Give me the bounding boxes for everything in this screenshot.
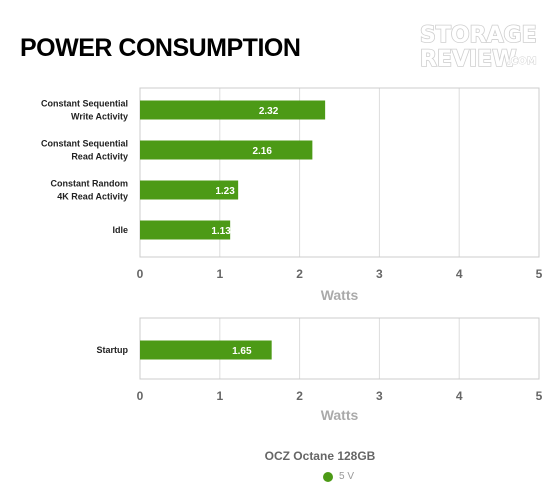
logo-suffix: .COM [507, 56, 537, 67]
legend-label: 5 V [339, 471, 355, 482]
bar-value-label: 1.65 [232, 346, 252, 357]
category-label: Idle [112, 225, 128, 235]
bar [140, 100, 326, 120]
bar [140, 180, 239, 200]
axis-title: Watts [321, 407, 359, 423]
tick-label: 0 [137, 389, 144, 403]
tick-label: 4 [456, 267, 463, 281]
storagereview-logo: STORAGE REVIEW .COM [419, 22, 537, 73]
axis-title: Watts [321, 287, 359, 303]
tick-label: 1 [216, 267, 223, 281]
tick-label: 1 [216, 389, 223, 403]
legend-title: OCZ Octane 128GB [264, 449, 376, 463]
bar-value-label: 2.32 [259, 106, 279, 117]
bar-value-label: 1.23 [215, 186, 235, 197]
bar [140, 220, 231, 240]
tick-label: 2 [296, 267, 303, 281]
category-label: Constant Sequential [41, 139, 128, 149]
category-label: Write Activity [71, 112, 128, 122]
legend-item: 5 V [323, 471, 354, 482]
category-label: 4K Read Activity [57, 192, 128, 202]
tick-label: 4 [456, 389, 463, 403]
legend-swatch [323, 471, 333, 482]
tick-label: 2 [296, 389, 303, 403]
bar [140, 340, 272, 360]
tick-label: 5 [536, 267, 543, 281]
category-label: Startup [97, 345, 129, 355]
category-label: Read Activity [71, 152, 128, 162]
bar-value-label: 2.16 [252, 146, 272, 157]
category-label: Constant Random [51, 179, 129, 189]
tick-label: 3 [376, 267, 383, 281]
tick-label: 3 [376, 389, 383, 403]
plot-frame [139, 87, 540, 258]
tick-label: 0 [137, 267, 144, 281]
logo-line-2: REVIEW [420, 47, 516, 72]
bar-value-label: 1.13 [211, 226, 231, 237]
logo-line-1: STORAGE [420, 23, 537, 48]
page-title: POWER CONSUMPTION [20, 34, 301, 62]
bar [140, 140, 313, 160]
tick-label: 5 [536, 389, 543, 403]
category-label: Constant Sequential [41, 99, 128, 109]
